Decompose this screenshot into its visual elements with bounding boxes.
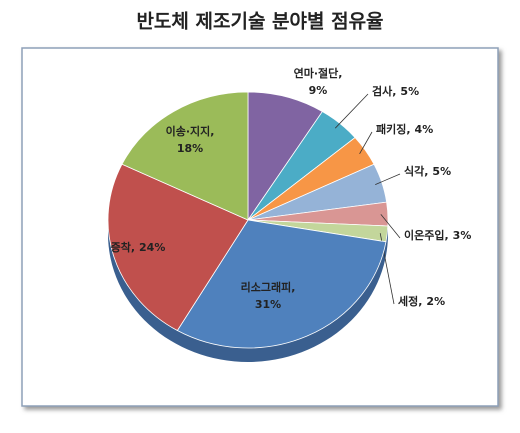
category-label: 이온주입, (404, 228, 449, 242)
value-label: 5% (400, 85, 419, 98)
data-label: 연마·절단, 9% (294, 66, 343, 97)
data-label: 리소그래피, 31% (241, 280, 296, 311)
value-label: 18% (177, 142, 203, 155)
category-label: 증착, (111, 240, 135, 254)
category-label: 세정, (398, 294, 422, 308)
leader-line (375, 173, 401, 185)
data-label: 식각, 5% (404, 164, 451, 178)
category-label: 리소그래피, (241, 280, 296, 294)
value-label: 2% (426, 295, 445, 308)
pie-slice (176, 219, 387, 349)
pie: 연마·절단, 9% 검사, 5% 패키징, 4% 식각, 5% 이온주입, 3% 세정, 2% 리소그래… (107, 66, 471, 362)
category-label: 패키징, (376, 122, 411, 136)
data-label: 증착, 24% (111, 240, 166, 254)
data-label: 패키징, 4% (376, 122, 433, 136)
value-label: 3% (453, 229, 472, 242)
value-label: 9% (309, 84, 328, 97)
leader-line (359, 131, 373, 155)
value-label: 24% (139, 241, 165, 254)
leader-line (380, 214, 401, 239)
data-label: 검사, 5% (372, 84, 419, 98)
category-label: 검사, (372, 84, 396, 98)
category-label: 이송·지지, (166, 124, 215, 138)
data-label: 세정, 2% (398, 294, 445, 308)
category-label: 식각, (404, 164, 428, 178)
value-label: 31% (255, 298, 281, 311)
leader-line (334, 93, 369, 129)
data-label: 이송·지지, 18% (166, 124, 215, 155)
value-label: 5% (432, 165, 451, 178)
chart-title: 반도체 제조기술 분야별 점유율 (136, 11, 383, 33)
pie-slice (121, 91, 249, 221)
category-label: 연마·절단, (294, 66, 343, 80)
data-label: 이온주입, 3% (404, 228, 471, 242)
value-label: 4% (415, 123, 434, 136)
pie-slice (107, 163, 249, 332)
